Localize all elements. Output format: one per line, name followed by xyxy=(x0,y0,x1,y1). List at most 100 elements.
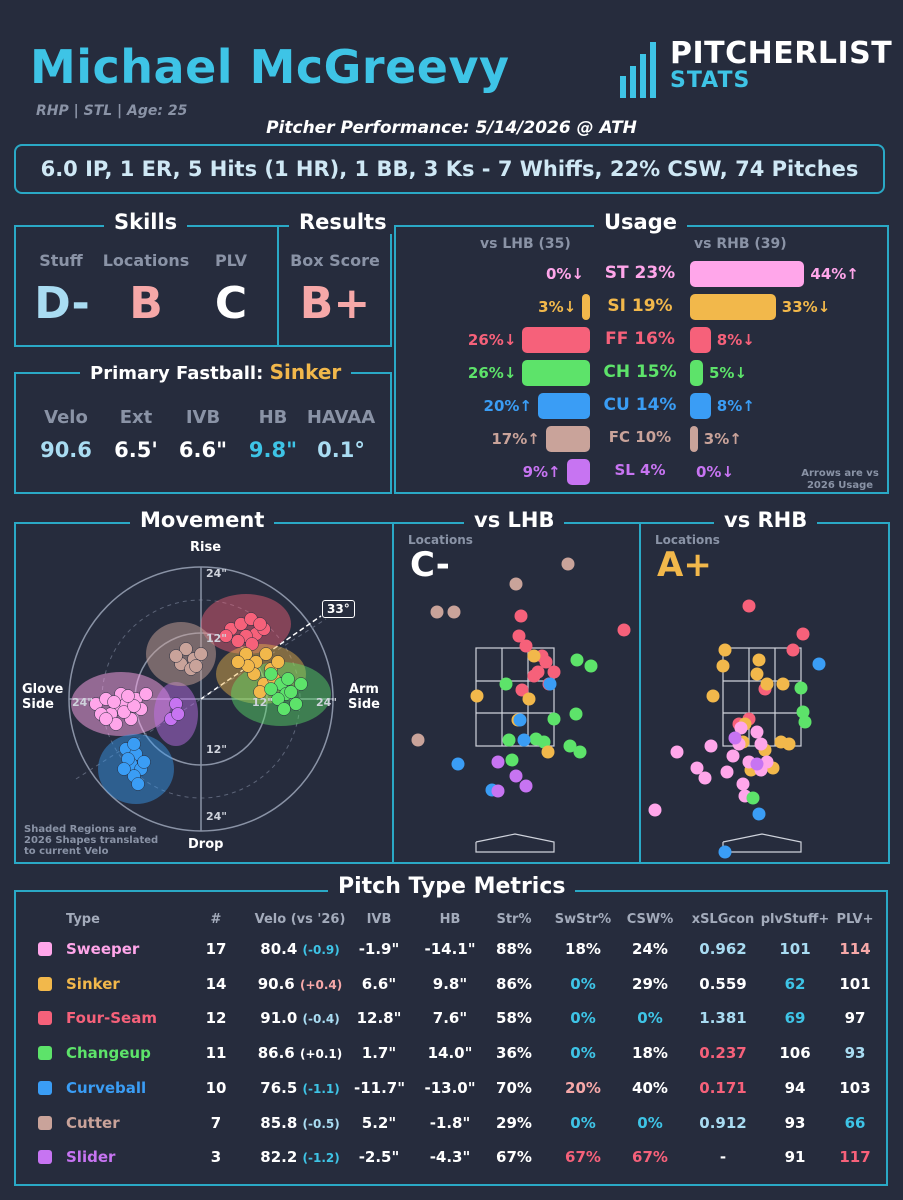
movement-plot xyxy=(68,566,334,832)
usage-pitch-name: SI 19% xyxy=(607,296,673,316)
metrics-pitch-type: Sinker xyxy=(66,974,120,993)
performance-date: Pitcher Performance: 5/14/2026 @ ATH xyxy=(266,118,637,138)
movement-point xyxy=(245,637,259,651)
usage-pct-lhb: 9%↑ xyxy=(522,463,561,481)
lhb-location-point xyxy=(529,732,543,746)
usage-bar-rhb xyxy=(690,393,711,419)
metrics-cell: -13.0" xyxy=(424,1078,476,1097)
movement-point xyxy=(281,672,295,686)
movement-point xyxy=(259,647,273,661)
metrics-cell: 17 xyxy=(205,940,227,958)
ring-12-right: 12" xyxy=(252,696,274,709)
usage-rhb-label: vs RHB (39) xyxy=(694,236,787,252)
usage-pct-rhb: 5%↓ xyxy=(709,364,748,382)
lhb-location-point xyxy=(522,692,536,706)
box-score-label: Box Score xyxy=(290,251,380,270)
rhb-location-point xyxy=(648,803,662,817)
metrics-panel xyxy=(14,890,888,1186)
metrics-cell: 29% xyxy=(632,974,668,993)
movement-point xyxy=(264,682,278,696)
usage-pct-rhb: 8%↑ xyxy=(716,397,755,415)
metrics-header: CSW% xyxy=(626,912,674,927)
metrics-header: Type xyxy=(66,912,100,927)
metrics-pitch-type: Four-Seam xyxy=(66,1009,157,1028)
fb-havaa-value: 0.1° xyxy=(317,438,365,462)
lhb-location-point xyxy=(573,745,587,759)
metrics-cell: 6.6" xyxy=(361,974,397,993)
metrics-cell: 9.8" xyxy=(432,974,468,993)
rhb-location-point xyxy=(794,681,808,695)
usage-pct-lhb: 26%↓ xyxy=(467,331,517,349)
metrics-cell: 1.381 xyxy=(699,1009,747,1028)
lhb-location-point xyxy=(513,713,527,727)
glove-side-label: Glove Side xyxy=(22,682,64,712)
rhb-location-point xyxy=(718,845,732,859)
stuff-label: Stuff xyxy=(39,251,83,270)
movement-point xyxy=(171,707,185,721)
ring-24-right: 24" xyxy=(316,696,338,709)
metrics-cell: 12.8" xyxy=(356,1009,402,1028)
movement-point xyxy=(294,677,308,691)
metrics-cell: -2.5" xyxy=(358,1148,400,1167)
pitch-color-swatch xyxy=(38,1011,52,1026)
fb-hb-label: HB xyxy=(258,407,288,428)
rhb-location-point xyxy=(776,677,790,691)
metrics-cell: -11.7" xyxy=(354,1078,406,1097)
metrics-cell: 20% xyxy=(565,1078,601,1097)
metrics-cell: -1.8" xyxy=(429,1113,471,1132)
metrics-pitch-type: Cutter xyxy=(66,1113,120,1132)
fb-ext-label: Ext xyxy=(119,407,153,428)
lhb-location-point xyxy=(527,649,541,663)
lhb-location-point xyxy=(499,677,513,691)
usage-pct-rhb: 33%↓ xyxy=(781,298,831,316)
rhb-location-point xyxy=(720,765,734,779)
usage-pct-rhb: 44%↑ xyxy=(810,265,859,283)
metrics-header: xSLGcon xyxy=(691,912,755,927)
lhb-location-point xyxy=(617,623,631,637)
metrics-title: Pitch Type Metrics xyxy=(328,874,576,899)
usage-bar-rhb xyxy=(690,426,698,452)
usage-pct-lhb: 0%↓ xyxy=(545,265,584,283)
usage-bar-lhb xyxy=(522,360,590,386)
usage-bar-lhb xyxy=(538,393,590,419)
metrics-velo: 91.0 (-0.4) xyxy=(260,1009,340,1028)
metrics-cell: 18% xyxy=(632,1044,668,1063)
metrics-cell: 5.2" xyxy=(361,1113,397,1132)
metrics-cell: 0% xyxy=(637,1009,663,1028)
lhb-location-point xyxy=(527,669,541,683)
metrics-cell: 67% xyxy=(496,1148,532,1167)
metrics-header: # xyxy=(210,912,222,927)
arm-angle-badge: 33° xyxy=(322,600,355,618)
usage-pitch-name: FC 10% xyxy=(608,428,672,446)
metrics-cell: 36% xyxy=(496,1044,532,1063)
fb-hb-value: 9.8" xyxy=(248,438,298,462)
metrics-pitch-type: Changeup xyxy=(66,1044,151,1063)
metrics-cell: 88% xyxy=(496,940,532,958)
rhb-location-point xyxy=(742,599,756,613)
movement-note: Shaded Regions are 2026 Shapes translated… xyxy=(24,824,159,857)
rhb-location-point xyxy=(796,705,810,719)
usage-bar-lhb xyxy=(522,327,590,353)
lhb-location-point xyxy=(430,605,444,619)
metrics-cell: 14 xyxy=(205,974,227,993)
metrics-cell: 7 xyxy=(210,1113,222,1132)
plv-grade: C xyxy=(214,278,248,329)
lhb-location-point xyxy=(569,707,583,721)
ring-12-top: 12" xyxy=(206,632,228,645)
usage-pct-lhb: 17%↑ xyxy=(491,430,540,448)
movement-point xyxy=(169,649,183,663)
lhb-location-point xyxy=(547,712,561,726)
usage-bar-lhb xyxy=(545,426,590,452)
movement-point xyxy=(127,737,141,751)
fb-ivb-label: IVB xyxy=(185,407,221,428)
metrics-velo: 80.4 (-0.9) xyxy=(260,940,340,958)
metrics-cell: 14.0" xyxy=(427,1044,473,1063)
metrics-cell: 0.912 xyxy=(699,1113,747,1132)
pitch-color-swatch xyxy=(38,1150,52,1165)
rhb-location-point xyxy=(750,757,764,771)
rhb-location-point xyxy=(728,731,742,745)
movement-point xyxy=(271,655,285,669)
primary-fastball-pitch: Sinker xyxy=(269,360,342,384)
metrics-cell: 0% xyxy=(570,1044,596,1063)
rhb-location-point xyxy=(706,689,720,703)
